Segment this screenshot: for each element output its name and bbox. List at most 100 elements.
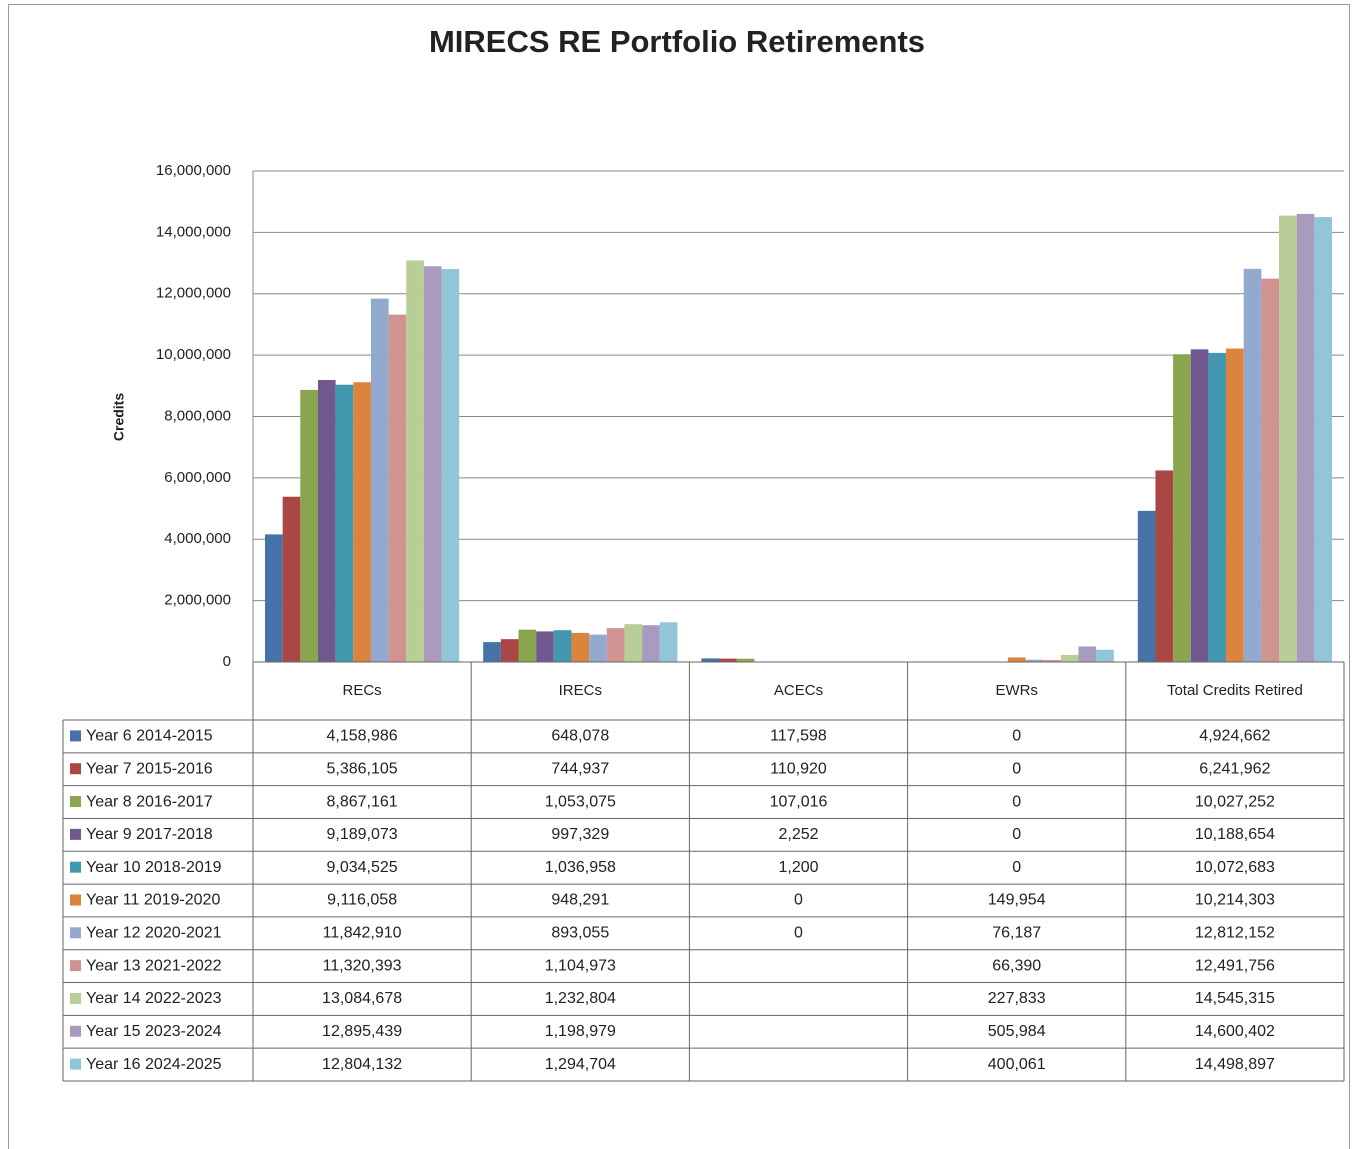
table-cell: 5,386,105 (327, 760, 398, 777)
bar (282, 496, 301, 662)
y-tick-label: 10,000,000 (156, 346, 231, 363)
legend-label: Year 10 2018-2019 (86, 859, 222, 876)
legend-label: Year 9 2017-2018 (86, 826, 213, 843)
table-cell: 107,016 (770, 793, 828, 810)
bar (1208, 352, 1227, 662)
table-cell: 1,036,958 (545, 859, 616, 876)
table-cell: 11,320,393 (323, 957, 402, 974)
table-cell: 11,842,910 (323, 925, 402, 942)
table-cell: 13,084,678 (322, 990, 402, 1007)
table-cell: 14,600,402 (1195, 1023, 1275, 1040)
bar (1190, 349, 1209, 662)
category-header: RECs (342, 681, 382, 699)
bar (1137, 510, 1156, 662)
bar (518, 629, 537, 662)
table-cell: 893,055 (551, 925, 609, 942)
table-cell: 10,214,303 (1195, 892, 1275, 909)
legend-swatch (70, 828, 81, 840)
y-tick-label: 0 (223, 653, 231, 670)
y-tick-label: 16,000,000 (156, 162, 231, 179)
bar (1296, 213, 1315, 662)
table-cell: 110,920 (770, 760, 827, 777)
x-tick-label: EWRs (995, 681, 1038, 699)
legend-label: Year 6 2014-2015 (86, 728, 213, 745)
table-cell: 76,187 (992, 925, 1041, 942)
table-cell: 4,924,662 (1199, 728, 1270, 745)
bar (500, 639, 519, 662)
bar (370, 298, 389, 662)
bar (1043, 659, 1061, 662)
bar (335, 384, 354, 662)
table-cell: 648,078 (551, 728, 609, 745)
legend-swatch (70, 730, 81, 742)
legend-label: Year 7 2015-2016 (86, 760, 213, 777)
bar (441, 269, 460, 662)
bar (1226, 348, 1244, 662)
table-cell: 9,189,073 (327, 826, 398, 843)
table-cell: 9,034,525 (327, 859, 398, 876)
bar (1096, 649, 1114, 662)
legend-swatch (70, 960, 81, 972)
bar (589, 634, 607, 662)
category-header: IRECs (559, 682, 602, 699)
legend-label: Year 12 2020-2021 (86, 925, 222, 942)
bar (1314, 217, 1332, 662)
bar (1025, 659, 1044, 662)
y-tick-label: 8,000,000 (164, 407, 231, 424)
bar (265, 534, 283, 662)
table-cell: 1,198,979 (545, 1023, 616, 1040)
bar (1279, 215, 1297, 663)
table-cell: 10,072,683 (1195, 859, 1275, 876)
x-tick-label: RECs (342, 681, 382, 699)
bar (1155, 470, 1174, 662)
bar (388, 314, 407, 662)
table-cell: 10,188,654 (1195, 826, 1275, 843)
bar (1078, 646, 1097, 662)
legend-swatch (70, 1025, 81, 1037)
bar (483, 642, 501, 662)
legend-swatch (70, 927, 81, 939)
table-cell: 948,291 (551, 892, 609, 909)
legend-label: Year 8 2016-2017 (86, 793, 213, 810)
table-cell: 1,294,704 (545, 1056, 616, 1073)
y-tick-label: 12,000,000 (156, 285, 231, 302)
bar (642, 625, 660, 662)
bar (1007, 657, 1026, 662)
y-tick-label: 14,000,000 (156, 223, 231, 240)
table-cell: 0 (1012, 793, 1021, 810)
bar (317, 380, 336, 662)
table-cell: 1,232,804 (545, 990, 616, 1007)
legend-label: Year 15 2023-2024 (86, 1023, 222, 1040)
x-tick-label: Total Credits Retired (1166, 681, 1303, 699)
table-cell: 0 (1012, 826, 1021, 843)
bar (423, 266, 442, 662)
bar (606, 628, 625, 662)
table-cell: 227,833 (988, 990, 1046, 1007)
y-tick-label: 4,000,000 (164, 530, 231, 547)
table-cell: 149,954 (988, 892, 1046, 909)
table-cell: 66,390 (992, 957, 1041, 974)
y-tick-label: 6,000,000 (164, 469, 231, 486)
y-tick-label: 2,000,000 (164, 592, 231, 609)
table-cell: 12,491,756 (1195, 957, 1275, 974)
bar (659, 622, 678, 662)
table-cell: 505,984 (988, 1023, 1046, 1040)
table-cell: 0 (794, 925, 803, 942)
legend-label: Year 11 2019-2020 (86, 892, 220, 909)
legend-swatch (70, 1058, 81, 1070)
bar (1060, 655, 1079, 662)
table-cell: 0 (1012, 728, 1021, 745)
table-cell: 4,158,986 (327, 728, 398, 745)
legend-swatch (70, 894, 81, 906)
table-cell: 12,804,132 (322, 1056, 402, 1073)
legend-label: Year 13 2021-2022 (86, 957, 222, 974)
bar (736, 658, 755, 662)
table-cell: 1,104,973 (545, 957, 616, 974)
category-header: ACECs (773, 681, 824, 699)
table-cell: 12,812,152 (1195, 925, 1275, 942)
bar (536, 631, 554, 662)
category-header: EWRs (995, 681, 1038, 699)
table-cell: 0 (1012, 859, 1021, 876)
x-tick-label: ACECs (773, 681, 824, 699)
